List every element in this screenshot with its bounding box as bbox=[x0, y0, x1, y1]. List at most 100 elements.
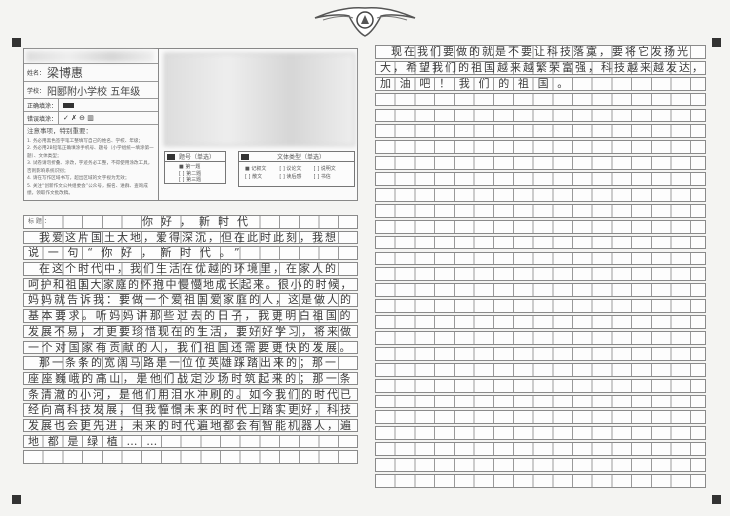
winged-emblem-logo bbox=[314, 6, 416, 37]
essay-line: 妈妈就告诉我：要做一个爱祖国爱家庭的人，这是做人的 bbox=[28, 293, 353, 307]
school-value[interactable]: 阳郾附小学校 五年级 bbox=[47, 86, 141, 98]
writing-row[interactable]: 一个对国家有贡献的人，我们祖国还需要更快的发展。 bbox=[23, 340, 358, 354]
note-item: 4. 请在写作区域书写，超出区域的文字视为无效； bbox=[27, 176, 130, 181]
writing-row[interactable]: 发展不易，才更要珍惜现在的生活，要好好学习，将来做 bbox=[23, 324, 358, 339]
topic-option[interactable]: [ ] 第三题 bbox=[179, 177, 202, 183]
genre-option[interactable]: [ ] 议论文 bbox=[279, 166, 302, 172]
writing-row[interactable] bbox=[375, 124, 706, 139]
essay-line: 经向高科技发展，但我憧憬未来的时代上踏实更好，科技 bbox=[28, 403, 353, 417]
title-label: 标 题 ： bbox=[28, 218, 50, 225]
writing-row[interactable] bbox=[375, 140, 706, 155]
writing-row[interactable] bbox=[375, 458, 706, 472]
writing-row[interactable] bbox=[375, 299, 706, 314]
essay-line: 发展不易，才更要珍惜现在的生活，要好好学习，将来做 bbox=[28, 324, 353, 338]
writing-row[interactable] bbox=[375, 362, 706, 377]
topic-title: 题号（单选） bbox=[179, 154, 216, 161]
writing-row[interactable] bbox=[375, 172, 706, 186]
writing-row[interactable] bbox=[375, 203, 706, 218]
correct-fill-label: 正确填涂： bbox=[27, 99, 59, 111]
essay-line: 呵护和祖国大家庭的怀抱中慢慢地成长起来。很小的时候， bbox=[28, 277, 353, 291]
writing-row[interactable] bbox=[375, 331, 706, 345]
topic-option[interactable]: ■ 第一题 bbox=[179, 164, 201, 170]
writing-row[interactable] bbox=[375, 267, 706, 282]
box-marker-icon bbox=[241, 153, 249, 160]
topic-option[interactable]: [ ] 第二题 bbox=[179, 170, 202, 177]
writing-row[interactable]: 发展也会更先进，未来的时代遍地都会有智能机器人，遍 bbox=[23, 418, 358, 433]
essay-line: 条清澈的小河，是他们用泪水冲刷的。如今我们的时代已 bbox=[28, 387, 353, 401]
essay-line: 我爱这片国土大地，爱得深沉，但在此时此刻，我想 bbox=[28, 230, 338, 244]
essay-line: 大，希望我们的祖国越来越繁荣富强，科技越来越发达， bbox=[380, 60, 705, 74]
writing-row[interactable]: 基本要求。听妈妈讲那些过去的日子，我更明白祖国的 bbox=[23, 309, 358, 323]
writing-row[interactable]: 经向高科技发展，但我憧憬未来的时代上踏实更好，科技 bbox=[23, 403, 358, 417]
essay-title[interactable]: 你好，新时代 bbox=[142, 215, 256, 228]
writing-row[interactable] bbox=[375, 315, 706, 329]
writing-row[interactable] bbox=[375, 394, 706, 409]
note-item: 5. 关注“创新作文公共组委会”公众号，报名、进群、查询成绩，领取作文批改稿。 bbox=[27, 183, 148, 197]
writing-row[interactable]: 条清澈的小河，是他们用泪水冲刷的。如今我们的时代已 bbox=[23, 387, 358, 402]
writing-row[interactable] bbox=[375, 188, 706, 202]
essay-line: 座座巍峨的高山，是他们战定沙场时筑起来的；那一条 bbox=[28, 371, 353, 385]
school-label: 学校： bbox=[27, 87, 46, 95]
writing-row[interactable] bbox=[375, 346, 706, 361]
left-writing-grid: 标 题 ： 你好，新时代 我爱这片国土大地，爱得深沉，但在此时此刻，我想 说一句“… bbox=[23, 215, 358, 466]
writing-row[interactable] bbox=[375, 219, 706, 234]
registration-mark bbox=[12, 38, 21, 47]
title-row: 标 题 ： 你好，新时代 bbox=[23, 215, 358, 229]
genre-option[interactable]: ■ 记叙文 bbox=[245, 166, 267, 172]
essay-line: 加油吧！我们的祖国。 bbox=[380, 76, 577, 90]
name-label: 姓名： bbox=[27, 70, 46, 77]
school-row: 学校： 阳郾附小学校 五年级 bbox=[24, 81, 158, 98]
writing-row[interactable]: 呵护和祖国大家庭的怀抱中慢慢地成长起来。很小的时候， bbox=[23, 277, 358, 292]
writing-row[interactable]: 地都是绿植…… bbox=[23, 434, 358, 449]
writing-row[interactable]: 加油吧！我们的祖国。 bbox=[375, 76, 706, 91]
note-item: 3. 试卷请勿折叠、涂改，字迹务必工整，不得使用涂改工具，否则影响系统识别； bbox=[27, 161, 153, 174]
writing-row[interactable]: 座座巍峨的高山，是他们战定沙场时筑起来的；那一条 bbox=[23, 371, 358, 386]
box-marker-icon bbox=[167, 153, 175, 160]
writing-row[interactable] bbox=[23, 450, 358, 464]
wrong-fill-samples: ✓ ✗ ⊖ ▥ bbox=[63, 114, 94, 122]
writing-row[interactable] bbox=[375, 378, 706, 393]
genre-option[interactable]: [ ] 读后感 bbox=[279, 173, 302, 180]
writing-row[interactable]: 大，希望我们的祖国越来越繁荣富强，科技越来越发达， bbox=[375, 60, 706, 75]
writing-row[interactable] bbox=[375, 156, 706, 171]
correct-fill-row: 正确填涂： bbox=[24, 98, 158, 111]
writing-row[interactable] bbox=[375, 442, 706, 457]
writing-row[interactable] bbox=[375, 235, 706, 250]
writing-row[interactable] bbox=[375, 108, 706, 123]
writing-row[interactable]: 妈妈就告诉我：要做一个爱祖国爱家庭的人，这是做人的 bbox=[23, 293, 358, 307]
essay-line: 那一条条的宽阔马路是一位位英雄踩踏出来的；那一 bbox=[28, 356, 338, 370]
essay-line: 一个对国家有贡献的人，我们祖国还需要更快的发展。 bbox=[28, 340, 353, 354]
genre-title: 文体类型（单选） bbox=[277, 154, 326, 161]
writing-row[interactable] bbox=[375, 283, 706, 298]
writing-row[interactable]: 现在我们要做的就是不要让科技落寞，要将它发扬光 bbox=[375, 45, 706, 59]
writing-row[interactable]: 那一条条的宽阔马路是一位位英雄踩踏出来的；那一 bbox=[23, 356, 358, 370]
writing-row[interactable]: 我爱这片国土大地，爱得深沉，但在此时此刻，我想 bbox=[23, 230, 358, 245]
blurred-phone-grid bbox=[164, 53, 355, 146]
registration-mark bbox=[712, 38, 721, 47]
name-value[interactable]: 梁博惠 bbox=[47, 66, 84, 80]
writing-row[interactable] bbox=[375, 410, 706, 425]
genre-option[interactable]: [ ] 散文 bbox=[245, 173, 263, 180]
writing-row[interactable] bbox=[375, 251, 706, 266]
genre-option[interactable]: [ ] 书信 bbox=[313, 173, 331, 180]
name-row: 姓名： 梁博惠 bbox=[24, 63, 158, 81]
registration-mark bbox=[712, 495, 721, 504]
essay-line: 现在我们要做的就是不要让科技落寞，要将它发扬光 bbox=[380, 45, 690, 58]
answer-sheet-header: 姓名： 梁博惠 学校： 阳郾附小学校 五年级 正确填涂： 错误填涂： ✓ ✗ ⊖ ▥… bbox=[23, 48, 358, 201]
writing-row[interactable] bbox=[375, 474, 706, 488]
writing-row[interactable] bbox=[375, 92, 706, 107]
notes: 注意事项，特别重要： 1. 务必用黑色签字笔工整填写自己的姓名、学校、年级； 2… bbox=[24, 124, 158, 200]
essay-line: 基本要求。听妈妈讲那些过去的日子，我更明白祖国的 bbox=[28, 309, 353, 323]
wrong-fill-row: 错误填涂： ✓ ✗ ⊖ ▥ bbox=[24, 111, 158, 124]
writing-row[interactable]: 在这个时代中，我们生活在优越的环境里，在家人的 bbox=[23, 262, 358, 276]
essay-line: 发展也会更先进，未来的时代遍地都会有智能机器人，遍 bbox=[28, 418, 353, 432]
essay-line: 地都是绿植…… bbox=[28, 434, 166, 448]
wrong-fill-label: 错误填涂： bbox=[27, 112, 59, 124]
essay-line: 说一句“你好，新时代。” bbox=[28, 246, 249, 260]
genre-option[interactable]: [ ] 说明文 bbox=[313, 166, 336, 172]
essay-line: 在这个时代中，我们生活在优越的环境里，在家人的 bbox=[28, 262, 338, 276]
writing-row[interactable] bbox=[375, 426, 706, 441]
notes-title: 注意事项，特别重要： bbox=[27, 127, 92, 135]
writing-row[interactable]: 说一句“你好，新时代。” bbox=[23, 246, 358, 260]
registration-mark bbox=[12, 495, 21, 504]
